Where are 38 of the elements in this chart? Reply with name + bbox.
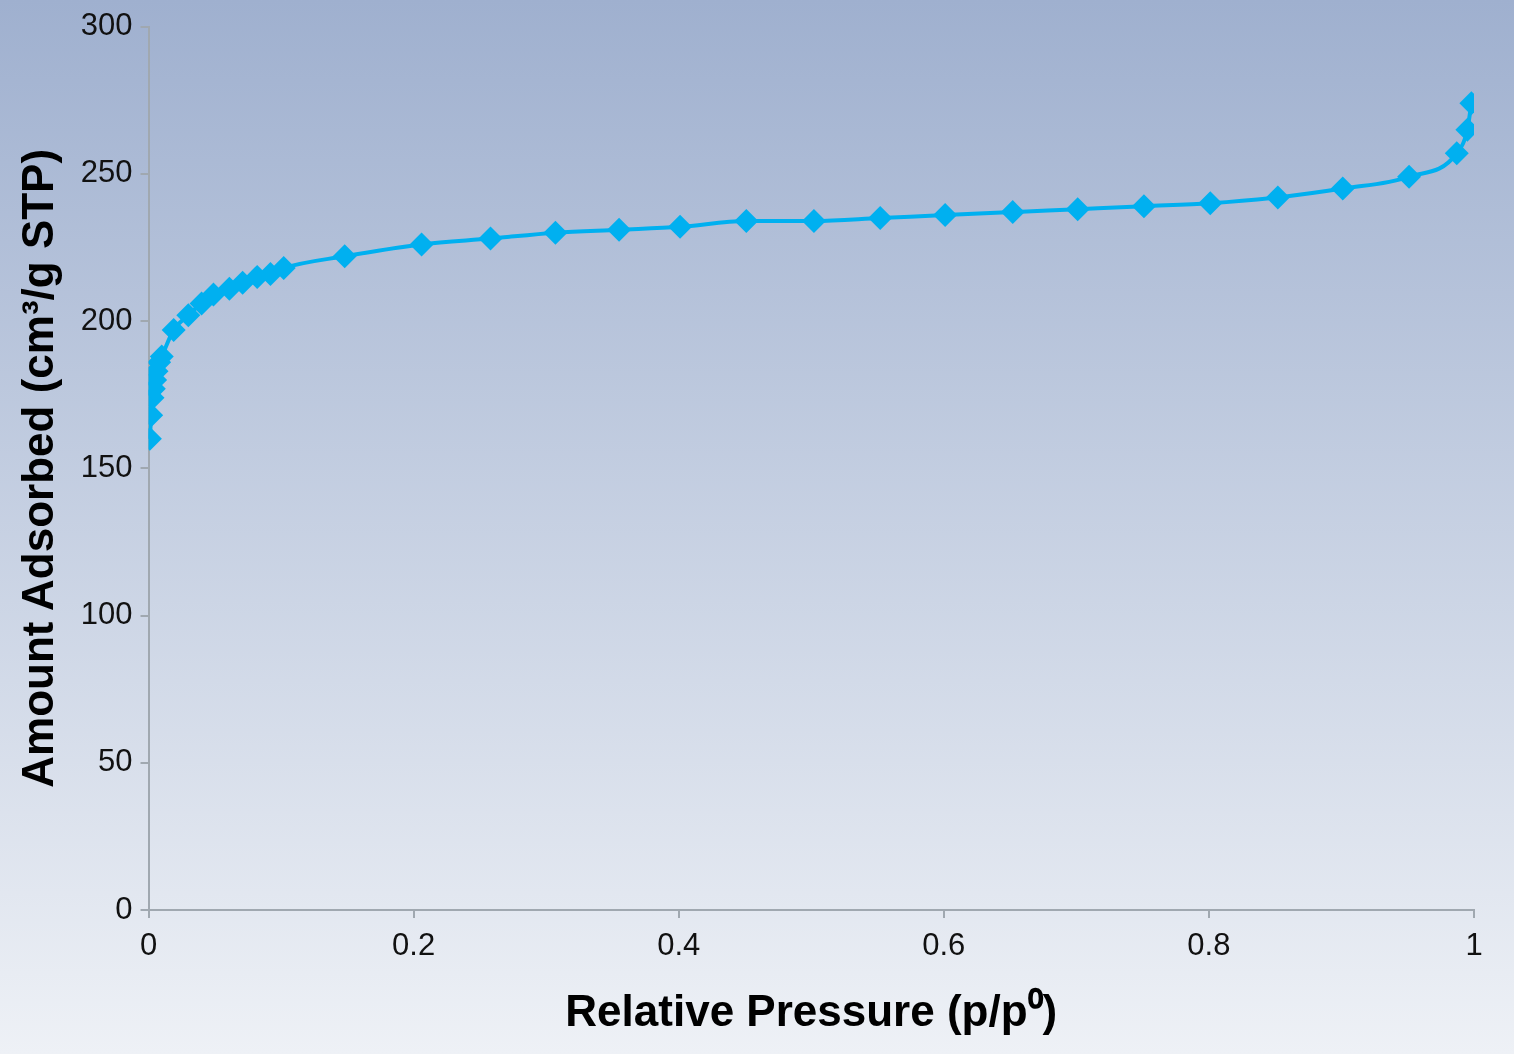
point (1000, 200, 1025, 225)
y-tick-label: 150 (80, 448, 133, 484)
x-tick-label: 0.6 (922, 927, 966, 963)
x-tick-label: 0.8 (1187, 927, 1231, 963)
y-tick-label: 50 (98, 743, 133, 779)
point (332, 244, 357, 269)
point (1330, 176, 1355, 201)
point (933, 203, 958, 228)
x-tick-label: 0.2 (392, 927, 436, 963)
point (1444, 141, 1469, 166)
x-tick-label: 0.4 (657, 927, 701, 963)
point (271, 256, 296, 281)
point (868, 206, 893, 230)
y-tick-label: 0 (115, 890, 133, 926)
point (607, 217, 632, 242)
y-axis-title: Amount Adsorbed (cm³/g STP) (12, 148, 62, 788)
point (1131, 194, 1156, 219)
point (1265, 185, 1290, 210)
x-axis-title: Relative Pressure (p/p⁰) (565, 985, 1058, 1035)
y-tick-label: 300 (80, 7, 133, 43)
point (801, 208, 826, 233)
point (1198, 191, 1223, 216)
point (230, 270, 255, 295)
y-tick-label: 200 (80, 301, 133, 337)
point (1397, 164, 1422, 189)
point (543, 220, 568, 245)
point (668, 214, 693, 239)
point (161, 317, 186, 342)
y-tick-label: 250 (80, 154, 133, 190)
x-tick-label: 0 (139, 927, 158, 963)
point (1065, 197, 1090, 222)
point (201, 282, 226, 307)
x-tick-label: 1 (1465, 927, 1483, 963)
point (176, 303, 201, 328)
y-tick-label: 100 (80, 596, 133, 632)
point (409, 232, 434, 257)
point (478, 226, 503, 251)
point (734, 208, 759, 233)
